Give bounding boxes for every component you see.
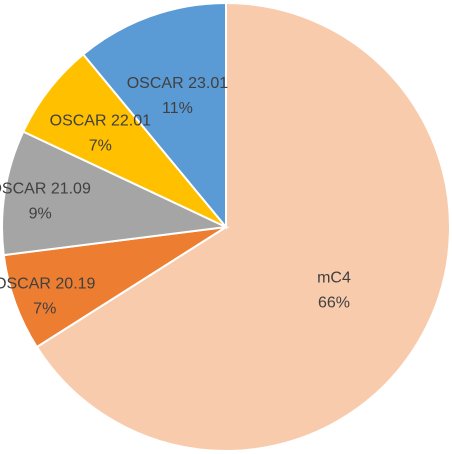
data-label-oscar-20-19: OSCAR 20.19 7% — [0, 275, 96, 317]
data-label-category: OSCAR 22.01 — [50, 113, 151, 130]
pie-slice-oscar-21-09 — [1, 130, 230, 257]
data-label-category: OSCAR 23.01 — [127, 75, 228, 92]
data-label-oscar-23-01: OSCAR 23.01 11% — [127, 75, 228, 117]
data-label-value: 11% — [162, 100, 193, 117]
data-label-category: OSCAR 21.09 — [0, 181, 91, 198]
data-label-oscar-22-01: OSCAR 22.01 7% — [50, 113, 151, 155]
data-label-oscar-21-09: OSCAR 21.09 9% — [0, 181, 91, 223]
data-label-category: OSCAR 20.19 — [0, 275, 96, 292]
pie-slice-oscar-23-01 — [81, 1, 227, 230]
data-label-mc4: mC4 66% — [317, 269, 351, 311]
data-label-value: 7% — [89, 138, 112, 155]
data-label-value: 66% — [318, 294, 350, 311]
pie-slice-mc4 — [35, 1, 451, 452]
data-label-value: 9% — [29, 206, 52, 223]
data-label-value: 7% — [33, 300, 56, 317]
data-label-category: mC4 — [317, 269, 351, 286]
